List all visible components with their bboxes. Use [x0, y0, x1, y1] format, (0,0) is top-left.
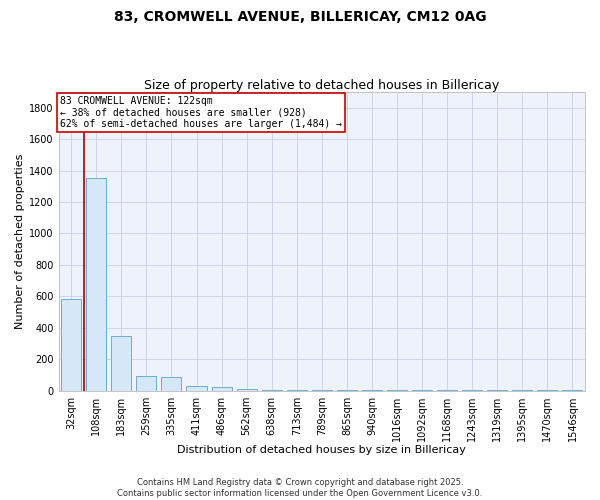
- Bar: [61, 300, 81, 390]
- Y-axis label: Number of detached properties: Number of detached properties: [15, 154, 25, 329]
- Bar: [187, 386, 206, 390]
- Bar: [136, 376, 157, 390]
- Bar: [86, 178, 106, 390]
- Title: Size of property relative to detached houses in Billericay: Size of property relative to detached ho…: [144, 79, 499, 92]
- Bar: [236, 389, 257, 390]
- Bar: [111, 336, 131, 390]
- Bar: [212, 387, 232, 390]
- Text: 83 CROMWELL AVENUE: 122sqm
← 38% of detached houses are smaller (928)
62% of sem: 83 CROMWELL AVENUE: 122sqm ← 38% of deta…: [60, 96, 342, 129]
- Bar: [161, 377, 181, 390]
- Text: Contains HM Land Registry data © Crown copyright and database right 2025.
Contai: Contains HM Land Registry data © Crown c…: [118, 478, 482, 498]
- Text: 83, CROMWELL AVENUE, BILLERICAY, CM12 0AG: 83, CROMWELL AVENUE, BILLERICAY, CM12 0A…: [113, 10, 487, 24]
- X-axis label: Distribution of detached houses by size in Billericay: Distribution of detached houses by size …: [178, 445, 466, 455]
